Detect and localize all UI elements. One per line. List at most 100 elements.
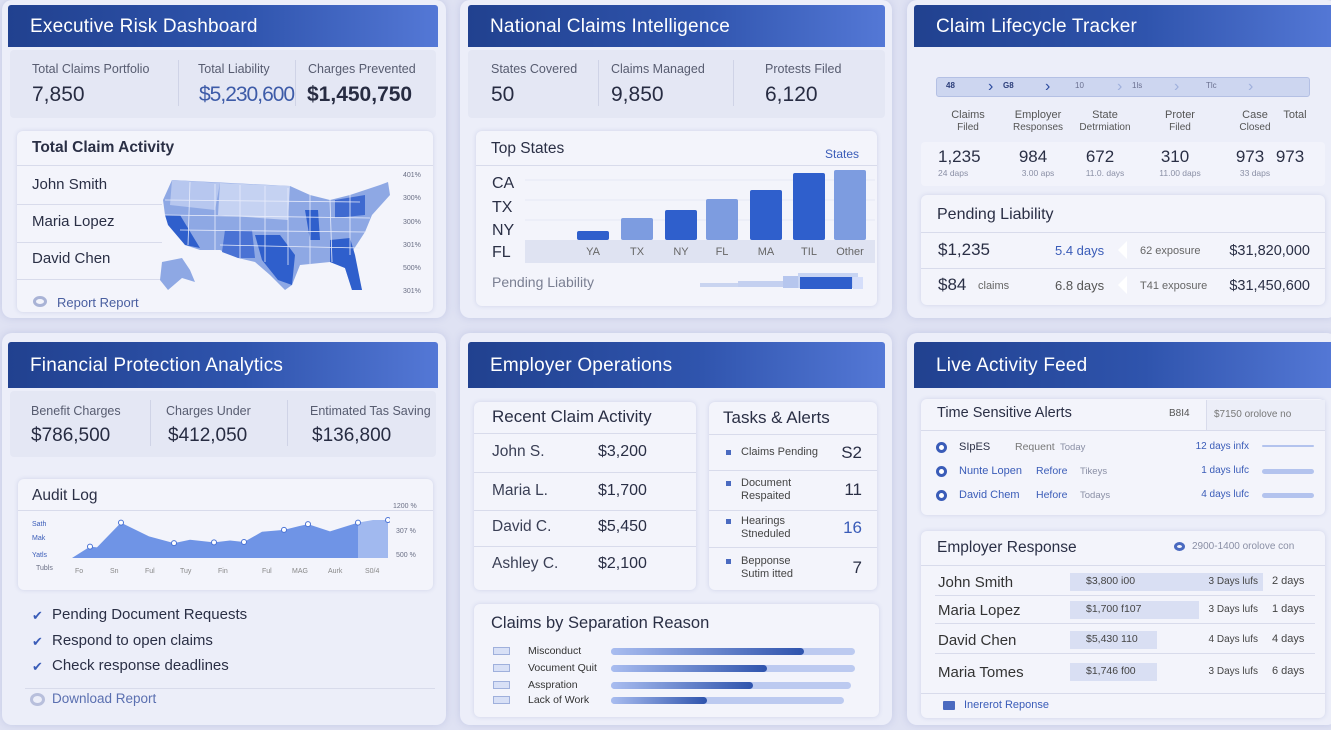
days: 5.4 days: [1055, 243, 1105, 258]
alert-progress: [1262, 445, 1314, 447]
data-point[interactable]: [87, 543, 93, 550]
data-point[interactable]: [355, 519, 361, 526]
exposure: 62 exposure: [1140, 245, 1201, 257]
lifecycle-value: 984: [1018, 147, 1048, 166]
task-label: Respaited: [741, 490, 791, 502]
bullet-icon: [726, 481, 731, 486]
stat-label: States Covered: [491, 62, 578, 76]
employer-response-card: [921, 531, 1325, 718]
data-point[interactable]: [241, 539, 247, 546]
claimant-name[interactable]: Ashley C.: [492, 555, 559, 572]
card-title: Recent Claim Activity: [492, 407, 652, 426]
data-point[interactable]: [385, 517, 391, 523]
response-amount: $1,746 f00: [1086, 665, 1136, 677]
data-point[interactable]: [305, 521, 311, 528]
alerts-filter-box[interactable]: [1206, 400, 1325, 430]
response-days: 2 days: [1272, 575, 1305, 587]
map-legend-label: 401%: [403, 172, 421, 179]
stepper-step[interactable]: 48: [946, 81, 955, 90]
stat-value: 50: [491, 83, 515, 106]
column-label: Responses: [1012, 122, 1064, 133]
financial-header: Financial Protection Analytics: [8, 342, 438, 388]
employer-name[interactable]: David Chen: [938, 632, 1017, 649]
claimant-name[interactable]: David C.: [492, 518, 552, 535]
reason-icon: [493, 696, 510, 704]
chevron-right-icon: ›: [988, 78, 994, 95]
chevron-right-icon: ›: [1248, 78, 1254, 95]
list-item[interactable]: John Smith: [32, 176, 108, 193]
states-link[interactable]: States: [825, 147, 860, 161]
stat-value: 6,120: [765, 83, 818, 106]
y-label: Mak: [32, 535, 46, 542]
panel-title: Financial Protection Analytics: [30, 355, 284, 376]
data-point[interactable]: [211, 539, 217, 546]
column-label: Total: [1283, 109, 1307, 121]
reason-label: Misconduct: [528, 645, 582, 657]
bar-MA[interactable]: [750, 190, 782, 240]
stat-label: Charges Prevented: [308, 62, 416, 76]
check-icon: ✔: [32, 608, 43, 623]
amount-pill: [1070, 573, 1263, 591]
clock-icon: [1174, 542, 1185, 551]
reason-icon: [493, 681, 510, 689]
column-label: Filed: [957, 122, 979, 133]
task-count: 16: [843, 518, 862, 537]
data-point[interactable]: [281, 526, 287, 533]
stepper-step[interactable]: 10: [1075, 81, 1084, 90]
reason-icon: [493, 664, 510, 672]
response-footer-link[interactable]: Inererot Reponse: [964, 699, 1049, 711]
reason-bar: [611, 682, 851, 689]
response-days: 1 days: [1272, 603, 1305, 615]
claim-amount: $3,200: [598, 443, 647, 460]
claimant-name[interactable]: John S.: [492, 443, 545, 460]
bar-NY[interactable]: [665, 210, 697, 240]
bar-FL[interactable]: [706, 199, 738, 240]
bar-TX[interactable]: [621, 218, 653, 240]
checklist-item[interactable]: Pending Document Requests: [52, 606, 248, 623]
checklist-item[interactable]: Check response deadlines: [52, 657, 229, 674]
employer-name[interactable]: Maria Tomes: [938, 664, 1024, 681]
x-tick-label: Fo: [75, 568, 83, 575]
chevron-right-icon: ›: [1045, 78, 1051, 95]
exec-stats: [10, 50, 436, 118]
alert-name[interactable]: Nunte Lopen: [959, 465, 1022, 477]
card-title: Tasks & Alerts: [723, 408, 830, 427]
x-tick-label: Ful: [262, 568, 272, 575]
stepper-step[interactable]: 1ls: [1132, 81, 1143, 90]
checklist-item[interactable]: Respond to open claims: [52, 632, 213, 649]
days-left: 3 Days lufs: [1208, 576, 1258, 587]
employer-name[interactable]: Maria Lopez: [938, 602, 1021, 619]
task-count: S2: [841, 443, 862, 462]
stepper-step[interactable]: G8: [1003, 81, 1014, 90]
list-item[interactable]: David Chen: [32, 250, 111, 267]
lifecycle-sub: 3.00 aps: [1021, 168, 1055, 178]
bar-TIL[interactable]: [793, 173, 825, 240]
employer-name[interactable]: John Smith: [938, 574, 1014, 591]
state-label: FL: [492, 244, 511, 261]
stat-value: $5,230,600: [199, 83, 295, 106]
reason-bar-fill: [611, 697, 707, 704]
card-title: Pending Liability: [937, 206, 1054, 223]
column-label: Filed: [1169, 122, 1191, 133]
amount: $1,235: [938, 240, 990, 259]
alert-name[interactable]: David Chem: [959, 489, 1020, 501]
bar-Other[interactable]: [834, 170, 866, 240]
list-item[interactable]: Maria Lopez: [32, 213, 115, 230]
download-icon: [30, 693, 45, 706]
live-activity-header: Live Activity Feed: [914, 342, 1331, 388]
bar-YA[interactable]: [577, 231, 609, 240]
stat-value: 9,850: [611, 83, 664, 106]
state-label: NY: [492, 222, 515, 239]
us-map-icon: [160, 180, 390, 290]
days-left: 4 Days lufs: [1208, 634, 1258, 645]
map-legend-label: 500%: [403, 265, 421, 272]
data-point[interactable]: [171, 540, 177, 547]
claimant-name[interactable]: Maria L.: [492, 482, 548, 499]
data-point[interactable]: [118, 519, 124, 526]
alert-name[interactable]: SIpES: [959, 441, 991, 453]
report-link[interactable]: Report Report: [57, 295, 139, 310]
download-report-link[interactable]: Download Report: [52, 691, 157, 706]
check-icon: ✔: [32, 659, 43, 674]
stepper-step[interactable]: Tlc: [1206, 81, 1217, 90]
reason-label: Asspration: [528, 679, 578, 691]
